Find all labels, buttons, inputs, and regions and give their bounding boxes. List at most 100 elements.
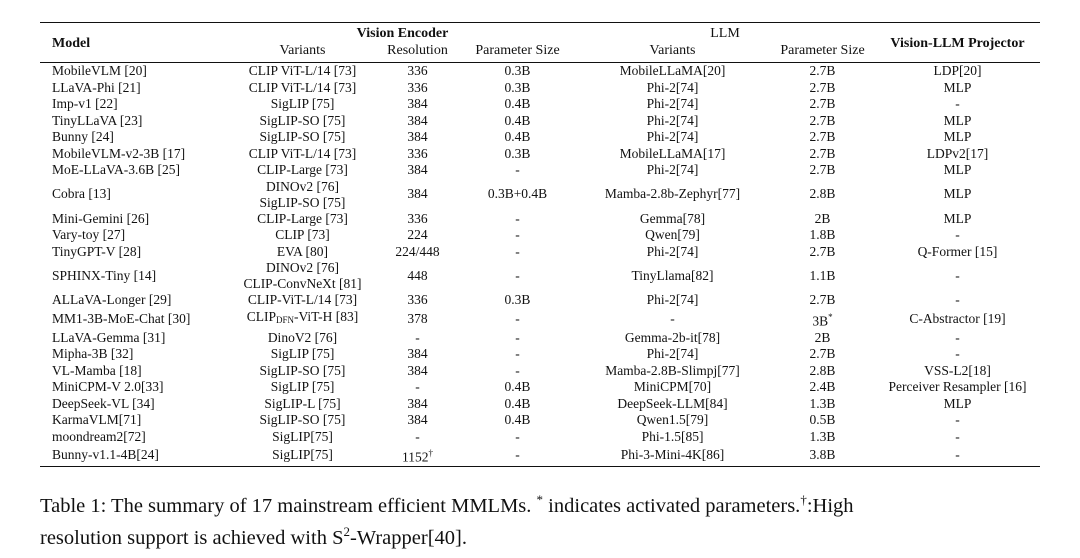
cell-projector: LDPv2[17] — [926, 145, 989, 161]
resolution-value: 224 — [407, 227, 428, 242]
cell-model: SPHINX-Tiny [14] — [52, 267, 157, 283]
cell-model: TinyLLaVA [23] — [52, 112, 143, 128]
cell-vision-variants: DinoV2 [76] — [230, 330, 375, 347]
cell-projector: MLP — [943, 129, 972, 144]
cell-projector: C-Abstractor [19] — [909, 310, 1006, 326]
resolution-value: 336 — [407, 292, 428, 307]
vision-variant: SigLIP-SO [75] — [259, 362, 346, 378]
vision-variant: CLIP-Large [73] — [257, 210, 348, 226]
table-row: LLaVA-Gemma [31] DinoV2 [76] - - Gemma-2b-it… — [40, 330, 1040, 347]
resolution-value: 384 — [407, 186, 428, 202]
vision-variant: SigLIP-L [75] — [264, 395, 341, 411]
cell-vision-variants: SigLIP-SO [75] — [230, 129, 375, 146]
cell-vision-variants: SigLIP[75] — [230, 445, 375, 467]
cell-vision-param: - — [515, 362, 520, 378]
cell-vision-variants: CLIP-Large [73] — [230, 211, 375, 228]
table-row: MM1-3B-MoE-Chat [30] CLIPDFN-ViT-H [83] 37… — [40, 309, 1040, 330]
table-row: moondream2[72] SigLIP[75] - - Phi-1.5[85] 1.3… — [40, 429, 1040, 446]
cell-llm-variant: MobileLLaMA[17] — [619, 145, 726, 161]
cell-resolution: 384 — [375, 363, 460, 380]
cell-model: MobileVLM [20] — [52, 63, 147, 78]
cell-llm-variant: Phi-2[74] — [646, 79, 699, 95]
cell-llm-variant: Mamba-2.8b-Zephyr[77] — [604, 186, 741, 202]
cell-llm-param: 2B — [770, 211, 875, 228]
llm-param-value: 2B — [814, 329, 831, 345]
cell-resolution: 224 — [375, 227, 460, 244]
cell-vision-variants: CLIP [73] — [230, 227, 375, 244]
cell-llm-param: 1.1B — [770, 260, 875, 292]
cell-resolution: 1152† — [375, 445, 460, 467]
cell-llm-param: 1.3B — [770, 396, 875, 413]
cell-vision-param: - — [515, 447, 520, 463]
cell-projector: MLP — [943, 79, 972, 95]
cell-vision-variants: SigLIP-SO [75] — [230, 113, 375, 130]
cell-vision-param: - — [515, 329, 520, 345]
resolution-value: - — [415, 329, 420, 345]
header-projector: Vision-LLM Projector — [890, 35, 1025, 51]
cell-resolution: 384 — [375, 129, 460, 146]
cell-llm-variant: Phi-2[74] — [646, 129, 699, 144]
cell-model: TinyGPT-V [28] — [52, 243, 142, 259]
cell-vision-param: - — [515, 428, 520, 444]
vision-variant: CLIP ViT-L/14 [73] — [248, 145, 357, 161]
cell-projector: - — [955, 412, 960, 427]
cell-vision-param: 0.4B — [504, 412, 531, 427]
vision-variant: SigLIP-SO [75] — [259, 194, 346, 210]
llm-param-value: 2.7B — [809, 292, 836, 307]
vision-variant: SigLIP[75] — [272, 447, 333, 463]
caption-part: indicates activated parameters. — [548, 494, 801, 517]
resolution-value: - — [415, 428, 420, 444]
table-body: MobileVLM [20] CLIP ViT-L/14 [73] 336 0.3B M… — [40, 62, 1040, 467]
cell-vision-variants: EVA [80] — [230, 244, 375, 261]
cell-vision-param: - — [515, 210, 520, 226]
resolution-value: 336 — [407, 210, 428, 226]
cell-resolution: 336 — [375, 292, 460, 309]
cell-resolution: - — [375, 429, 460, 446]
vision-variant: DinoV2 [76] — [267, 329, 338, 345]
cell-projector: VSS-L2[18] — [924, 362, 991, 378]
cell-model: Bunny-v1.1-4B[24] — [52, 447, 159, 463]
llm-param-value: 3.8B — [809, 447, 836, 463]
vision-variant: CLIP ViT-L/14 [73] — [248, 63, 357, 78]
cell-projector: - — [955, 447, 960, 463]
cell-resolution: 224/448 — [375, 244, 460, 261]
resolution-value: 448 — [407, 267, 428, 283]
cell-llm-param: 1.8B — [770, 227, 875, 244]
table-caption: Table 1: The summary of 17 mainstream ef… — [40, 487, 1050, 551]
cell-llm-param: 2.7B — [770, 346, 875, 363]
cell-vision-variants: DINOv2 [76] CLIP-ConvNeXt [81] — [230, 260, 375, 292]
cell-model: ALLaVA-Longer [29] — [52, 292, 172, 307]
variant-suffix: -ViT-H [83] — [293, 309, 359, 325]
cell-resolution: 384 — [375, 113, 460, 130]
variant-prefix: CLIP — [246, 309, 276, 325]
table-row: MoE-LLaVA-3.6B [25] CLIP-Large [73] 384 - Ph… — [40, 162, 1040, 179]
cell-resolution: - — [375, 330, 460, 347]
vision-variant: CLIP [73] — [275, 227, 330, 242]
resolution-value: 384 — [407, 412, 428, 427]
resolution-value: 1152 — [402, 449, 429, 465]
cell-llm-param: 2.4B — [770, 379, 875, 396]
llm-param-value: 1.3B — [809, 395, 836, 411]
vision-variant: SigLIP[75] — [272, 428, 333, 444]
llm-param-value: 2.4B — [809, 379, 836, 394]
header-llm: LLM — [710, 26, 740, 41]
vision-variant: SigLIP-SO [75] — [259, 112, 346, 128]
llm-param-value: 2.7B — [809, 243, 836, 259]
cell-vision-param: - — [515, 346, 520, 361]
cell-llm-param: 2B — [770, 330, 875, 347]
vision-variant: CLIP ViT-L/14 [73] — [248, 79, 357, 95]
cell-resolution: 384 — [375, 179, 460, 211]
vision-variant: SigLIP-SO [75] — [259, 412, 346, 427]
header-row-sub: Variants Resolution Parameter Size Varia… — [40, 43, 1040, 63]
cell-llm-param: 2.7B — [770, 96, 875, 113]
cell-llm-param: 2.8B — [770, 363, 875, 380]
cell-llm-param: 2.7B — [770, 63, 875, 80]
cell-model: MiniCPM-V 2.0[33] — [52, 379, 164, 394]
variant-subscript: DFN — [275, 315, 294, 326]
cell-vision-param: - — [515, 310, 520, 326]
cell-projector: Perceiver Resampler [16] — [888, 379, 1027, 394]
cell-llm-variant: MobileLLaMA[20] — [619, 63, 726, 78]
table-row: TinyGPT-V [28] EVA [80] 224/448 - Phi-2[74] 2… — [40, 244, 1040, 261]
cell-projector: Q-Former [15] — [917, 243, 998, 259]
